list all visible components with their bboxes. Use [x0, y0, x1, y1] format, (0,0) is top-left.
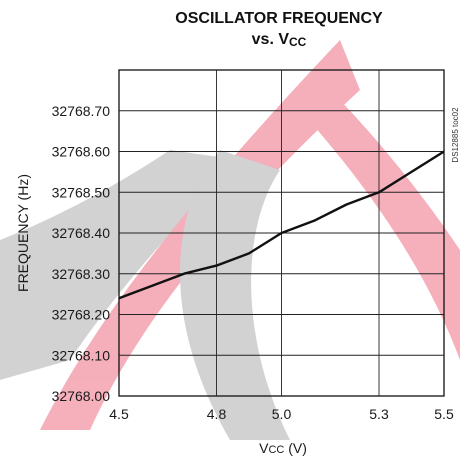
y-tick-label: 32768.20 [52, 307, 111, 323]
y-tick-label: 32768.60 [52, 144, 111, 160]
x-tick-label: 5.5 [434, 406, 454, 422]
x-tick-label: 4.5 [109, 406, 129, 422]
chart-title: OSCILLATOR FREQUENCY [175, 10, 383, 27]
x-axis-label: VCC (V) [259, 440, 307, 456]
subtitle-sub: CC [289, 35, 307, 49]
x-label-sub: CC [268, 444, 284, 456]
y-tick-labels: 32768.00 32768.10 32768.20 32768.30 32768.40… [52, 103, 111, 404]
series-group [118, 150, 445, 300]
y-tick-label: 32768.50 [52, 184, 111, 200]
y-axis-label: FREQUENCY (Hz) [15, 174, 31, 292]
y-tick-label: 32768.70 [52, 103, 111, 119]
y-tick-label: 32768.30 [52, 266, 111, 282]
subtitle-prefix: vs. V [252, 31, 290, 48]
x-label-main: V [259, 440, 269, 456]
y-tick-label: 32768.10 [52, 347, 111, 363]
x-tick-labels: 4.5 4.8 5.0 5.3 5.5 [109, 406, 454, 422]
chart-subtitle: vs. VCC [252, 31, 307, 49]
y-tick-label: 32768.40 [52, 225, 111, 241]
x-tick-label: 4.8 [207, 406, 227, 422]
x-label-unit: (V) [284, 440, 307, 456]
x-tick-label: 5.0 [272, 406, 292, 422]
horizontal-grid [119, 110, 444, 356]
y-tick-label: 32768.00 [52, 388, 111, 404]
watermark [0, 40, 460, 440]
figure-code: DS12885 toc02 [451, 107, 460, 163]
x-tick-label: 5.3 [369, 406, 389, 422]
series-line [118, 150, 445, 300]
